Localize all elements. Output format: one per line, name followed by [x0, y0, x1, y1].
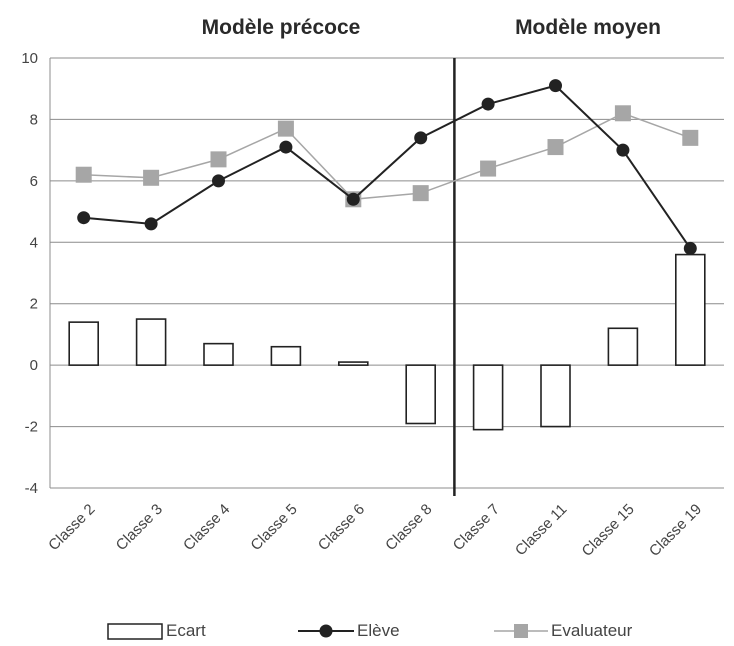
panel-title-early: Modèle précoce	[202, 16, 361, 39]
x-tick-label: Classe 7	[450, 501, 503, 554]
x-tick-label: Classe 19	[646, 501, 705, 560]
eleve-point	[414, 131, 428, 145]
panel-title-middle: Modèle moyen	[515, 16, 661, 39]
evaluateur-point	[480, 160, 497, 177]
y-tick-label: 10	[21, 50, 38, 67]
x-tick-label: Classe 2	[45, 501, 98, 554]
ecart-bar	[405, 364, 437, 425]
eleve-point	[683, 241, 697, 255]
y-tick-label: 6	[30, 173, 38, 190]
x-tick-label: Classe 8	[382, 501, 435, 554]
evaluateur-point	[547, 139, 564, 156]
eleve-line	[83, 84, 692, 249]
x-axis-tick-labels: Classe 2 Classe 3 Classe 4 Classe 5 Classe 6…	[45, 501, 705, 560]
eleve-point	[144, 217, 158, 231]
eleve-point	[481, 97, 495, 111]
ecart-bar	[135, 318, 167, 366]
eleve-point	[346, 192, 360, 206]
evaluateur-point	[277, 120, 294, 137]
ecart-bar	[472, 364, 504, 431]
y-tick-label: 4	[30, 234, 38, 251]
y-tick-label: 0	[30, 357, 38, 374]
legend-marker-evaluateur	[514, 624, 528, 638]
legend-label-evaluateur: Evaluateur	[551, 621, 633, 640]
evaluateur-point	[75, 166, 92, 183]
x-tick-label: Classe 3	[113, 501, 166, 554]
evaluateur-line	[83, 112, 691, 201]
legend: Ecart Elève Evaluateur	[107, 621, 633, 640]
eleve-point	[616, 143, 630, 157]
x-tick-label: Classe 6	[315, 501, 368, 554]
y-tick-label: -4	[25, 480, 38, 497]
ecart-bar	[607, 327, 639, 366]
eleve-point	[549, 79, 562, 93]
ecart-bar	[674, 253, 706, 366]
y-tick-label: 8	[30, 111, 38, 128]
legend-label-ecart: Ecart	[166, 621, 206, 640]
ecart-bar	[540, 364, 571, 428]
evaluateur-point	[614, 105, 631, 122]
legend-label-eleve: Elève	[357, 621, 400, 640]
ecart-bar	[203, 342, 234, 366]
x-tick-label: Classe 5	[247, 501, 300, 554]
x-tick-label: Classe 11	[512, 501, 570, 559]
evaluateur-point	[682, 129, 699, 146]
y-tick-label: -2	[25, 419, 38, 436]
y-axis-tick-labels: -4 -2 0 2 4 6 8 10	[21, 50, 38, 497]
ecart-bar	[68, 321, 99, 366]
ecart-bars	[68, 253, 706, 431]
evaluateur-point	[210, 151, 227, 168]
series-lines	[75, 79, 699, 255]
legend-marker-eleve	[319, 624, 333, 638]
x-tick-label: Classe 4	[180, 501, 233, 554]
evaluateur-point	[412, 185, 429, 202]
ecart-bar	[337, 361, 369, 366]
ecart-bar	[270, 345, 302, 366]
evaluateur-point	[143, 169, 160, 186]
grid-lines	[49, 57, 724, 496]
eleve-point	[279, 140, 293, 154]
legend-swatch-ecart	[107, 623, 163, 640]
eleve-point	[212, 174, 225, 188]
eleve-point	[77, 211, 91, 225]
x-tick-label: Classe 15	[579, 501, 638, 560]
y-tick-label: 2	[30, 296, 38, 313]
